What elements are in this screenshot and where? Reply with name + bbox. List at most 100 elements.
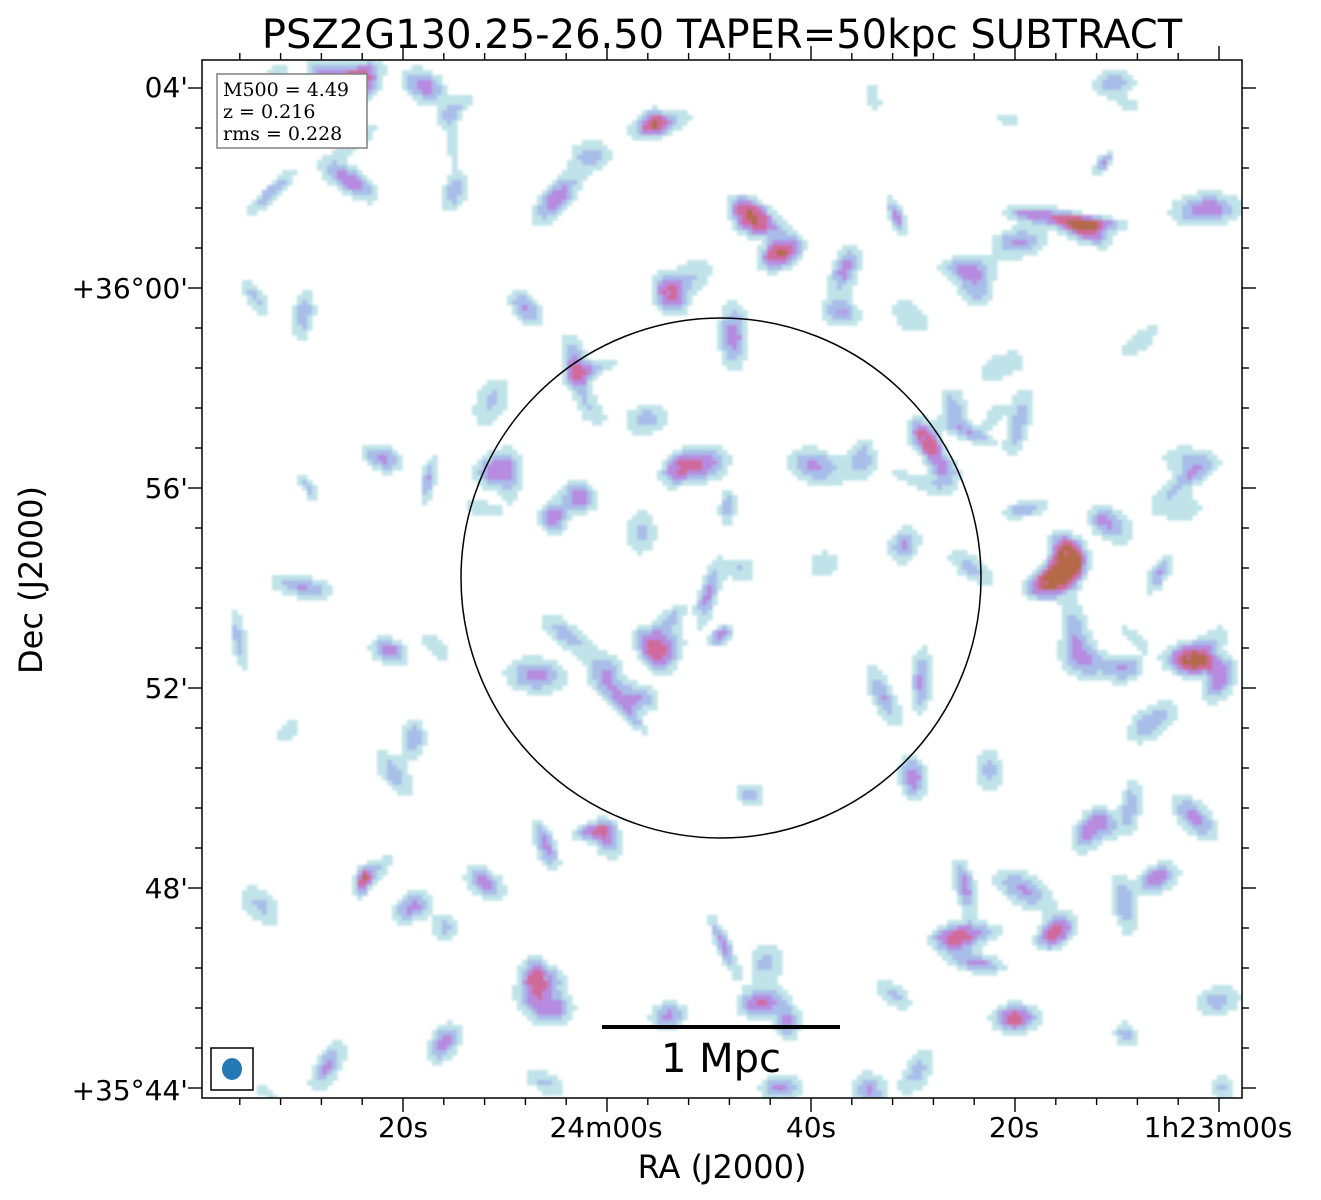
map-pixel: [932, 430, 938, 436]
map-pixel: [477, 460, 483, 466]
map-pixel: [922, 480, 928, 486]
map-pixel: [637, 530, 643, 536]
map-pixel: [1027, 415, 1033, 421]
map-pixel: [567, 490, 573, 496]
map-pixel: [642, 110, 648, 116]
map-pixel: [1012, 435, 1018, 441]
map-pixel: [727, 325, 733, 331]
map-pixel: [1002, 230, 1008, 236]
map-pixel: [1082, 840, 1088, 846]
map-pixel: [1217, 645, 1223, 651]
map-pixel: [407, 755, 413, 761]
map-pixel: [1102, 525, 1108, 531]
map-pixel: [1112, 875, 1118, 881]
map-pixel: [657, 135, 663, 141]
map-pixel: [632, 690, 638, 696]
map-pixel: [852, 255, 858, 261]
map-pixel: [1092, 170, 1098, 176]
map-pixel: [857, 315, 863, 321]
map-pixel: [472, 890, 478, 896]
map-pixel: [1067, 580, 1073, 586]
map-pixel: [367, 190, 373, 196]
map-pixel: [792, 470, 798, 476]
map-pixel: [1207, 220, 1213, 226]
map-pixel: [1197, 210, 1203, 216]
map-pixel: [737, 315, 743, 321]
map-pixel: [842, 320, 848, 326]
map-pixel: [782, 260, 788, 266]
map-pixel: [842, 245, 848, 251]
map-pixel: [902, 230, 908, 236]
map-pixel: [1102, 70, 1108, 76]
map-pixel: [1082, 640, 1088, 646]
map-pixel: [407, 725, 413, 731]
map-pixel: [712, 445, 718, 451]
map-pixel: [927, 430, 933, 436]
map-pixel: [972, 575, 978, 581]
map-pixel: [852, 470, 858, 476]
map-pixel: [1187, 510, 1193, 516]
map-pixel: [692, 465, 698, 471]
map-pixel: [1122, 225, 1128, 231]
map-pixel: [422, 890, 428, 896]
map-pixel: [1077, 210, 1083, 216]
map-pixel: [1147, 590, 1153, 596]
map-pixel: [1212, 675, 1218, 681]
map-pixel: [1082, 820, 1088, 826]
map-pixel: [1012, 430, 1018, 436]
map-pixel: [1197, 215, 1203, 221]
map-pixel: [837, 290, 843, 296]
map-pixel: [1057, 220, 1063, 226]
map-pixel: [682, 305, 688, 311]
map-pixel: [327, 155, 333, 161]
map-pixel: [822, 570, 828, 576]
map-pixel: [607, 685, 613, 691]
map-pixel: [722, 340, 728, 346]
map-pixel: [647, 690, 653, 696]
map-pixel: [512, 455, 518, 461]
map-pixel: [1112, 80, 1118, 86]
map-pixel: [1097, 650, 1103, 656]
map-pixel: [1012, 210, 1018, 216]
map-pixel: [1037, 230, 1043, 236]
map-pixel: [887, 695, 893, 701]
map-pixel: [957, 415, 963, 421]
map-pixel: [727, 210, 733, 216]
map-pixel: [842, 250, 848, 256]
map-pixel: [1037, 210, 1043, 216]
map-pixel: [527, 675, 533, 681]
map-pixel: [422, 480, 428, 486]
map-pixel: [732, 560, 738, 566]
map-pixel: [1177, 515, 1183, 521]
map-pixel: [1147, 880, 1153, 886]
map-pixel: [1027, 215, 1033, 221]
map-pixel: [792, 250, 798, 256]
map-pixel: [1027, 895, 1033, 901]
map-pixel: [1077, 545, 1083, 551]
map-pixel: [602, 695, 608, 701]
map-pixel: [667, 110, 673, 116]
map-pixel: [572, 185, 578, 191]
map-pixel: [1117, 85, 1123, 91]
map-pixel: [497, 510, 503, 516]
map-pixel: [652, 405, 658, 411]
map-pixel: [967, 270, 973, 276]
map-pixel: [342, 180, 348, 186]
map-pixel: [357, 195, 363, 201]
map-pixel: [772, 220, 778, 226]
map-pixel: [502, 475, 508, 481]
map-pixel: [377, 770, 383, 776]
map-pixel: [727, 520, 733, 526]
map-pixel: [972, 440, 978, 446]
map-pixel: [1177, 670, 1183, 676]
map-pixel: [567, 175, 573, 181]
map-pixel: [1082, 240, 1088, 246]
map-pixel: [872, 95, 878, 101]
map-pixel: [1037, 905, 1043, 911]
map-pixel: [1217, 685, 1223, 691]
map-pixel: [637, 655, 643, 661]
map-pixel: [1107, 225, 1113, 231]
map-pixel: [712, 915, 718, 921]
map-pixel: [877, 705, 883, 711]
map-pixel: [677, 450, 683, 456]
